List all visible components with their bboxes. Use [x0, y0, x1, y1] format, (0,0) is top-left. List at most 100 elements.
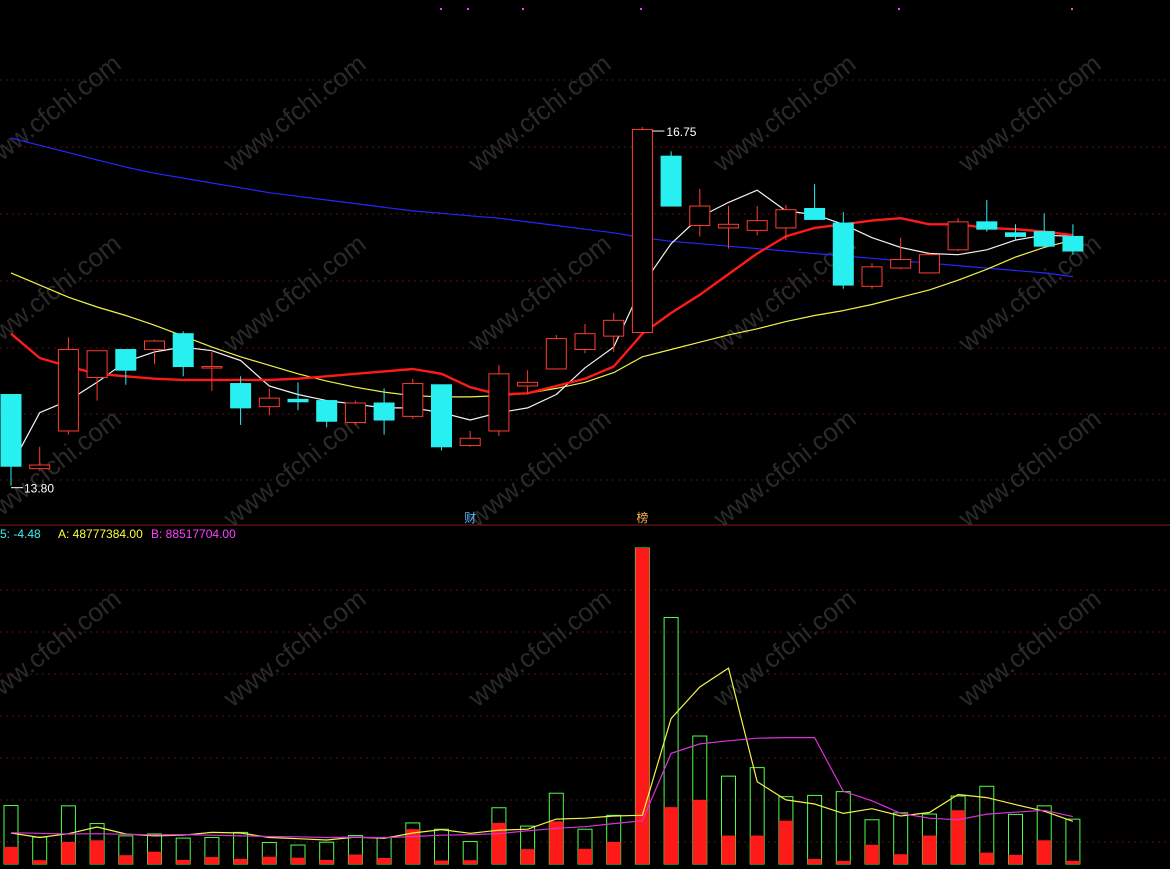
- candle-body-20: [574, 333, 596, 351]
- volume-bar-fill-24: [692, 799, 707, 864]
- top-dot-2: [522, 8, 524, 10]
- candle-body-26: [746, 220, 768, 231]
- volume-bar-fill-7: [204, 857, 219, 864]
- volume-indicator-labels: 5: -4.48 A: 48777384.00 B: 88517704.00: [0, 527, 236, 541]
- top-edge-markers: [440, 8, 1073, 10]
- candle-body-9: [258, 397, 280, 408]
- candle-body-8: [230, 383, 252, 409]
- volume-bar-fill-3: [90, 840, 105, 864]
- volume-bar-fill-34: [979, 852, 994, 864]
- top-dot-1: [467, 8, 469, 10]
- event-markers: 财榜: [464, 510, 648, 525]
- candle-body-10: [287, 398, 309, 403]
- top-dot-3: [640, 8, 642, 10]
- volume-bar-fill-18: [520, 849, 535, 864]
- volume-moving-averages: [10, 667, 1074, 841]
- volume-bar-fill-25: [721, 835, 736, 864]
- volume-bar-fill-31: [893, 854, 908, 864]
- candle-body-11: [316, 400, 338, 422]
- candle-body-1: [29, 464, 51, 470]
- volume-bar-fill-37: [1065, 860, 1080, 864]
- candle-body-36: [1033, 231, 1055, 247]
- candle-body-14: [402, 383, 424, 417]
- candle-body-15: [431, 384, 452, 448]
- volume-bar-fill-29: [836, 860, 851, 864]
- candle-body-17: [488, 373, 510, 432]
- volume-bar-fill-13: [377, 857, 392, 864]
- volume-bar-fill-5: [147, 851, 162, 864]
- top-dot-0: [440, 8, 442, 10]
- volume-bar-fill-22: [635, 548, 650, 864]
- event-marker-0: 财: [464, 511, 476, 525]
- candle-body-4: [115, 349, 137, 371]
- ma-red-line: [10, 216, 1074, 396]
- candle-body-18: [517, 381, 539, 387]
- volume-bar-fill-21: [606, 841, 621, 864]
- volume-bar-fill-6: [176, 859, 191, 864]
- watermark-text-4: www.cfchi.com: [952, 48, 1107, 178]
- volume-bar-fill-17: [491, 822, 506, 864]
- volume-bar-fill-19: [549, 821, 564, 864]
- watermark-text-0: www.cfchi.com: [0, 48, 126, 178]
- volume-bar-fill-20: [578, 848, 592, 864]
- ma-white-line: [10, 189, 1073, 467]
- candle-body-24: [689, 205, 711, 227]
- volume-bar-fill-2: [61, 841, 76, 864]
- top-dot-4: [898, 8, 900, 10]
- candle-body-32: [918, 254, 940, 274]
- volume-bar-fill-16: [463, 860, 478, 864]
- low-price-label: 13.80: [24, 482, 54, 496]
- volume-bar-outline-15: [434, 828, 449, 865]
- top-dot-5: [1071, 8, 1073, 10]
- volume-bar-outline-29: [835, 791, 851, 865]
- grid-lines: [0, 79, 1170, 843]
- volume-ma-magenta-line: [10, 736, 1074, 839]
- volume-bar-fill-26: [750, 835, 765, 864]
- volume-bars: [3, 547, 1081, 865]
- candle-body-13: [373, 402, 395, 421]
- volume-bar-fill-4: [118, 855, 133, 864]
- watermark-layer: www.cfchi.com www.cfchi.com www.cfchi.com w…: [0, 48, 1106, 713]
- volume-bar-outline-1: [32, 836, 48, 865]
- watermark-text-1: www.cfchi.com: [217, 48, 372, 178]
- candle-body-34: [976, 221, 998, 230]
- volume-bar-fill-14: [405, 829, 420, 864]
- volume-bar-fill-9: [262, 856, 277, 864]
- candle-body-25: [718, 223, 739, 229]
- watermark-text-19: www.cfchi.com: [952, 583, 1107, 713]
- candle-body-5: [144, 340, 165, 351]
- event-marker-1: 榜: [636, 510, 648, 525]
- volume-bar-fill-0: [4, 846, 18, 864]
- volume-bar-fill-10: [291, 857, 305, 864]
- candle-body-35: [1005, 232, 1026, 237]
- watermark-text-3: www.cfchi.com: [707, 48, 862, 178]
- ma-yellow-line: [10, 239, 1074, 398]
- watermark-text-13: www.cfchi.com: [707, 403, 862, 533]
- volume-bar-fill-8: [233, 858, 248, 864]
- candle-body-23: [660, 155, 682, 207]
- volume-bar-fill-30: [865, 844, 879, 864]
- volume-bar-fill-11: [319, 859, 334, 864]
- candle-body-28: [804, 207, 826, 220]
- watermark-text-17: www.cfchi.com: [462, 583, 617, 713]
- volume-bar-fill-35: [1008, 854, 1023, 864]
- candle-body-19: [545, 338, 567, 370]
- watermark-text-18: www.cfchi.com: [707, 583, 862, 713]
- volume-bar-fill-32: [922, 835, 937, 864]
- candle-body-2: [57, 349, 79, 432]
- indicator-label-1: A: 48777384.00: [58, 527, 143, 541]
- watermark-text-6: www.cfchi.com: [217, 228, 372, 358]
- high-price-label: 16.75: [666, 125, 696, 139]
- candle-body-22: [631, 128, 653, 333]
- price-annotations: 16.75 13.80: [11, 125, 697, 496]
- candle-body-16: [459, 437, 481, 447]
- candlesticks: [0, 127, 1084, 486]
- indicator-label-2: B: 88517704.00: [151, 527, 236, 541]
- watermark-text-12: www.cfchi.com: [462, 403, 617, 533]
- indicator-label-0: 5: -4.48: [0, 527, 41, 541]
- volume-bar-fill-36: [1037, 840, 1052, 864]
- watermark-text-15: www.cfchi.com: [0, 583, 126, 713]
- candle-body-29: [832, 222, 854, 286]
- watermark-text-2: www.cfchi.com: [462, 48, 617, 178]
